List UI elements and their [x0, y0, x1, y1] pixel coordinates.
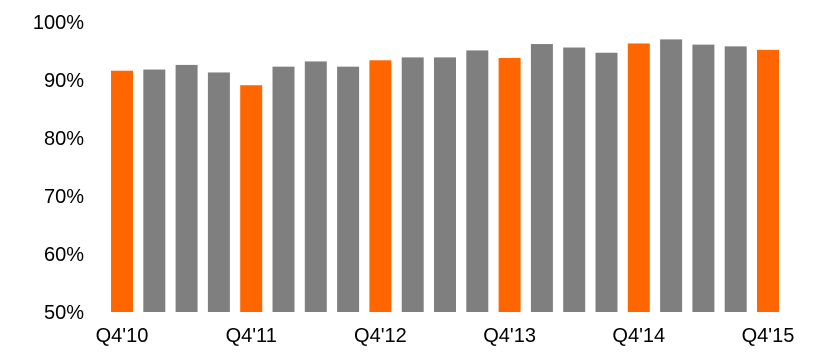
y-tick-label: 60% — [44, 244, 84, 266]
bar — [369, 60, 392, 312]
x-axis: Q4'10 Q4'11 Q4'12 Q4'13 Q4'14 Q4'15 — [96, 325, 795, 347]
y-tick-label: 50% — [44, 302, 84, 324]
bar — [240, 85, 263, 312]
bar — [498, 57, 521, 313]
x-tick-label: Q4'10 — [96, 325, 149, 347]
y-tick-label: 70% — [44, 186, 84, 208]
x-tick-label: Q4'14 — [612, 325, 665, 347]
bar — [692, 44, 715, 313]
bar — [530, 44, 553, 312]
y-tick-label: 80% — [44, 128, 84, 150]
x-tick-label: Q4'11 — [226, 325, 277, 347]
bar — [595, 52, 618, 313]
bars — [111, 39, 779, 313]
y-axis: 100% 90% 80% 70% 60% 50% — [33, 12, 84, 324]
bar — [175, 64, 198, 312]
bar — [337, 66, 360, 312]
bar — [207, 72, 230, 313]
bar — [434, 57, 456, 312]
bar — [724, 46, 747, 313]
bar — [757, 49, 779, 313]
bar — [466, 50, 489, 313]
bar — [401, 57, 424, 312]
x-tick-label: Q4'13 — [483, 325, 536, 347]
y-tick-label: 100% — [33, 12, 84, 34]
x-tick-label: Q4'15 — [742, 325, 795, 347]
bar — [563, 47, 586, 313]
bar — [627, 43, 650, 313]
x-tick-label: Q4'12 — [354, 325, 407, 347]
bar — [143, 69, 166, 312]
bar — [660, 39, 683, 313]
bar — [272, 66, 295, 312]
bar — [304, 61, 327, 312]
bar — [111, 70, 133, 312]
y-tick-label: 90% — [44, 70, 84, 92]
